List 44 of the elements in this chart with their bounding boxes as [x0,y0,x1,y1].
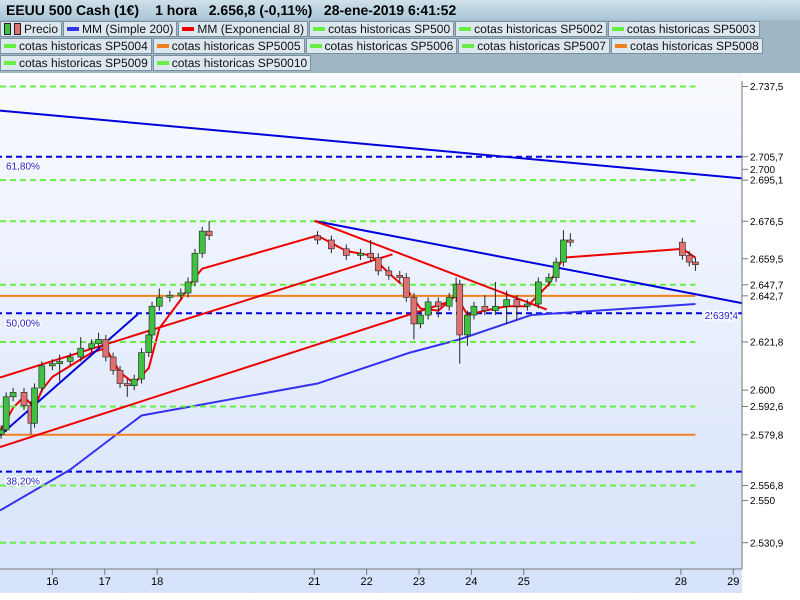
legend-label: cotas historicas SP500 [309,21,454,37]
y-tick-label: 2.592,6 [750,402,784,414]
x-tick-label: 24 [465,576,478,588]
legend-label: MM (Exponencial 8) [178,21,308,37]
legend-label: cotas historicas SP5008 [611,38,763,54]
annotation: 50,00% [6,318,40,330]
x-tick-label: 18 [151,576,164,588]
y-tick-label: 2.621,8 [750,338,784,349]
legend-label: MM (Simple 200) [63,21,178,37]
y-tick-label: 2.530,9 [750,538,784,550]
legend-label: cotas historicas SP50010 [152,55,312,71]
y-tick-label: 2.550 [750,496,776,508]
y-tick-label: 2.676,5 [750,216,784,228]
y-tick-label: 2.695,1 [750,176,784,187]
legend-label: cotas historicas SP5004 [0,38,152,54]
annotation: 38,20% [6,476,40,488]
x-tick-label: 21 [308,576,320,588]
y-tick-label: 2.579,8 [750,430,784,442]
legend-label: cotas historicas SP5009 [0,55,152,71]
chart-title: EEUU 500 Cash (1€) [6,2,140,18]
y-tick-label: 2.600 [750,386,776,397]
legend-label: cotas historicas SP5003 [608,21,760,37]
legend-label: cotas historicas SP5007 [458,38,610,54]
annotation: 61,80% [6,162,40,173]
y-tick-label: 2.700 [750,164,776,176]
legend-label: Precio [0,21,62,37]
y-tick-label: 2.705,7 [750,152,784,164]
y-tick-label: 2.647,7 [750,280,784,292]
x-tick-label: 22 [360,576,373,588]
legend-label: cotas historicas SP5002 [455,21,607,37]
y-tick-label: 2.556,8 [750,481,784,492]
legend-label: cotas historicas SP5005 [152,38,304,54]
x-tick-label: 17 [98,576,111,588]
y-tick-label: 2.737,5 [750,82,784,94]
legend-label: cotas historicas SP5006 [306,38,458,54]
x-tick-label: 23 [412,576,426,588]
x-tick-label: 29 [727,576,740,588]
x-tick-label: 25 [518,576,530,588]
y-tick-label: 2.642,7 [750,291,784,302]
annotation: 2.639,4 [704,311,738,322]
chart-subtitle: 1 hora 2.656,8 (-0,11%) 28-ene-2019 6:41:52 [155,2,456,18]
y-tick-label: 2.659,5 [750,254,784,266]
x-tick-label: 28 [674,576,688,588]
x-tick-label: 16 [46,576,58,588]
